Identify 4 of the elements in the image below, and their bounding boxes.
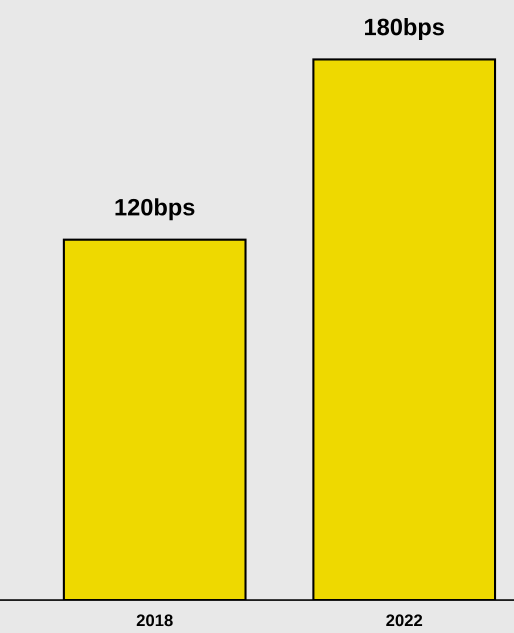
data-label: 180bps <box>365 18 444 40</box>
data-label: 120bps <box>116 198 194 220</box>
x-tick-label: 2022 <box>386 614 422 626</box>
x-tick-label: 2018 <box>136 614 173 626</box>
